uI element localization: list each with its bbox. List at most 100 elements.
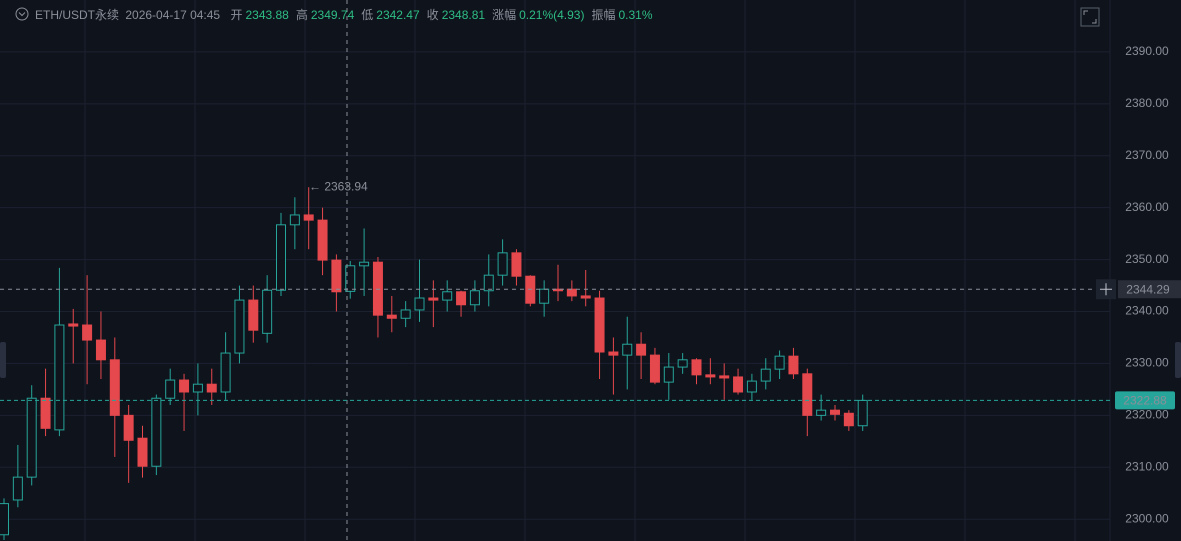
crosshair-badge: [1118, 280, 1181, 299]
candle-body: [0, 503, 9, 536]
collapse-chevron: [18, 12, 26, 17]
y-tick-label: 2350.00: [1125, 252, 1169, 266]
candle-body: [608, 351, 619, 356]
left-handle[interactable]: [0, 342, 6, 378]
candle-body: [636, 343, 647, 356]
candle-body: [663, 366, 674, 383]
candle-body: [26, 397, 37, 478]
candle-body: [109, 359, 120, 416]
candle-body: [262, 289, 273, 334]
stat-label: 涨幅: [492, 8, 517, 22]
candle-body: [539, 288, 550, 304]
stat-value: 2348.81: [441, 8, 486, 22]
candle-body: [677, 359, 688, 368]
stat-label: 开: [230, 8, 243, 22]
candle-body: [622, 343, 633, 356]
y-tick-label: 2330.00: [1125, 356, 1169, 370]
time: 2026-04-17 04:45: [125, 8, 221, 22]
candle-body: [511, 252, 522, 277]
stat-label: 低: [361, 8, 374, 22]
candle-body: [414, 297, 425, 311]
stat-label: 收: [426, 8, 439, 22]
candle-body: [386, 314, 397, 319]
candle-body: [206, 383, 217, 393]
candle-body: [12, 476, 23, 501]
candle-body: [192, 383, 203, 393]
right-handle[interactable]: [1175, 342, 1181, 378]
y-tick-label: 2370.00: [1125, 148, 1169, 162]
stat-value: 2342.47: [376, 8, 420, 22]
candle-body: [830, 409, 840, 415]
candle-body: [802, 373, 813, 416]
candle-body: [303, 214, 314, 221]
candle-body: [248, 299, 259, 331]
y-tick-label: 2340.00: [1125, 304, 1169, 318]
candle-body: [788, 355, 799, 375]
candle-body: [428, 297, 439, 301]
stat-value: 2343.88: [245, 8, 289, 22]
stat-value: 0.21%(4.93): [519, 8, 585, 22]
candle-body: [760, 368, 771, 382]
last-price-label: 2322.88: [1123, 394, 1167, 408]
plus-glyph: [1100, 283, 1112, 296]
candle-body: [774, 355, 785, 370]
stat-value: 2349.74: [310, 8, 355, 22]
y-tick-label: 2390.00: [1125, 44, 1169, 58]
candle-body: [469, 290, 480, 306]
y-tick-label: 2380.00: [1125, 96, 1169, 110]
candle-body: [123, 414, 134, 441]
collapse-icon[interactable]: [15, 7, 29, 21]
candle-body: [372, 261, 383, 316]
candle-body: [151, 397, 162, 467]
high-marker-label: ← 2363.94: [309, 179, 368, 193]
crosshair-price-label: 2344.29: [1126, 282, 1170, 296]
candle-body: [289, 214, 300, 226]
candle-body: [220, 352, 231, 393]
candle-body: [68, 323, 79, 327]
candle-body: [816, 409, 827, 416]
candle-body: [179, 379, 190, 393]
candle-body: [40, 397, 51, 429]
candle-body: [317, 219, 328, 261]
candle-body: [497, 252, 508, 276]
y-tick-label: 2310.00: [1125, 459, 1169, 473]
candle-body: [483, 274, 494, 292]
stat-label: 振幅: [591, 8, 616, 22]
fullscreen-icon[interactable]: [1080, 7, 1100, 27]
candle-body: [733, 376, 744, 393]
candle-body: [705, 374, 716, 378]
candle-body: [580, 295, 591, 299]
stat-value: 0.31%: [618, 8, 653, 22]
y-tick-label: 2360.00: [1125, 200, 1169, 214]
candle-body: [400, 309, 411, 319]
last-price-badge: [1115, 391, 1175, 410]
candle-body: [359, 261, 370, 267]
header: ETH/USDT永续 2026-04-17 04:45 开 2343.88 高 234…: [35, 6, 660, 23]
candle-body: [442, 291, 453, 301]
candle-body: [553, 288, 563, 292]
y-tick-label: 2320.00: [1125, 408, 1169, 422]
grid: [0, 0, 1110, 541]
symbol: ETH/USDT永续: [35, 8, 120, 22]
candle-body: [566, 288, 577, 297]
candle-body: [82, 324, 93, 341]
candle-body: [54, 324, 65, 431]
fullscreen-glyph: [1083, 10, 1097, 24]
candle-body: [719, 375, 730, 379]
candle-body: [857, 399, 868, 427]
stat-label: 高: [295, 8, 308, 22]
candle-body: [331, 259, 342, 293]
candle-body: [843, 412, 854, 427]
candle-body: [345, 265, 356, 292]
candle-body: [234, 299, 245, 354]
candle-body: [649, 354, 660, 383]
candle-body: [456, 291, 467, 306]
candle-body: [276, 224, 286, 291]
candle-body: [165, 379, 176, 399]
y-tick-label: 2300.00: [1125, 511, 1169, 525]
candle-body: [594, 297, 605, 353]
candle-body: [95, 339, 106, 361]
candle-body: [137, 437, 148, 467]
